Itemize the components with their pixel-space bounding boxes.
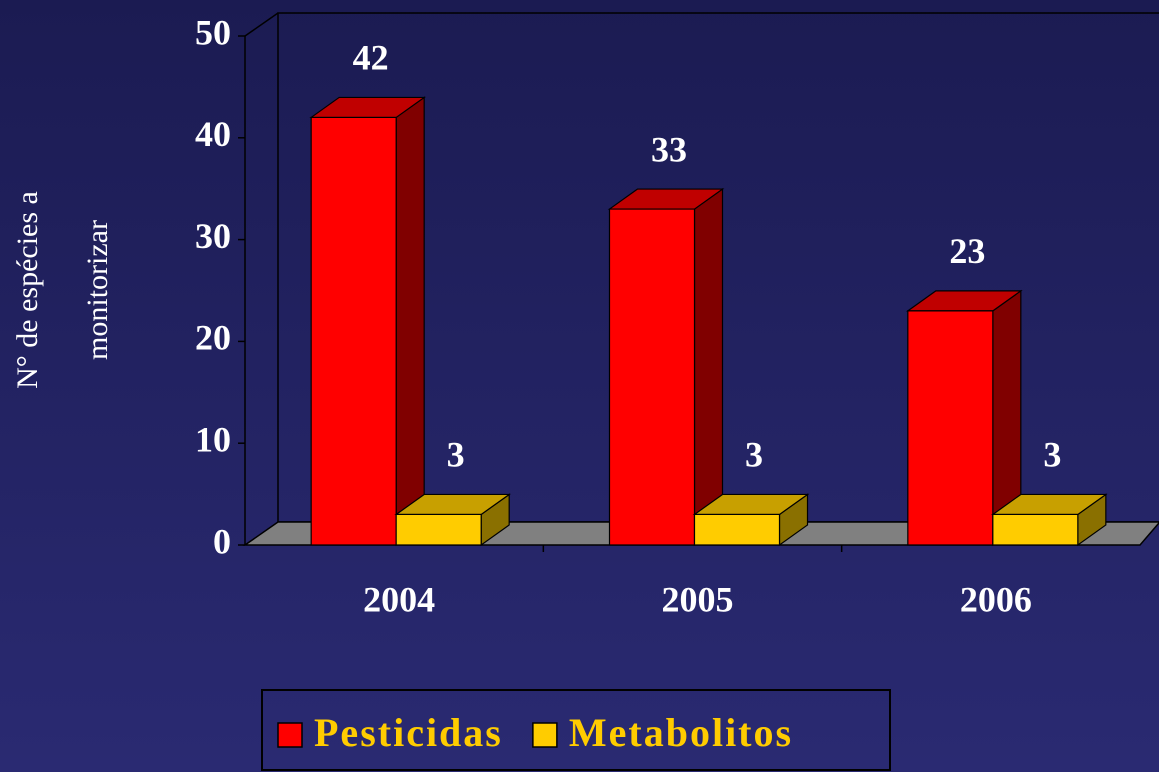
legend-label: Pesticidas	[314, 710, 503, 755]
y-tick-label: 10	[195, 419, 231, 459]
bar	[692, 493, 810, 547]
bar-front	[693, 513, 781, 546]
y-tick-label: 50	[195, 12, 231, 52]
y-tick-label: 40	[195, 114, 231, 154]
bar	[309, 96, 427, 547]
bar	[905, 289, 1023, 547]
x-tick-label: 2006	[960, 579, 1032, 619]
value-label: 3	[447, 435, 465, 475]
bar	[990, 493, 1108, 547]
bar-front	[395, 513, 482, 546]
back-wall	[277, 12, 1159, 523]
y-axis-title-line: N° de espécies a	[11, 191, 44, 389]
y-axis-title-line: monitorizar	[81, 220, 114, 360]
bar-front	[310, 116, 397, 546]
y-axis-title: N° de espécies a monitorizar	[11, 191, 114, 389]
legend-swatch	[532, 722, 558, 748]
x-tick-label: 2005	[662, 579, 734, 619]
value-label: 3	[745, 435, 763, 475]
bar-front	[907, 310, 994, 546]
value-label: 42	[353, 38, 389, 78]
y-tick-label: 20	[195, 318, 231, 358]
value-label: 33	[651, 129, 687, 169]
legend-box	[261, 689, 891, 771]
x-tick-label: 2004	[363, 579, 435, 619]
y-tick-label: 30	[195, 216, 231, 256]
value-label: 23	[949, 231, 985, 271]
bar	[607, 187, 725, 547]
y-axis	[244, 12, 279, 37]
legend-swatch	[277, 722, 303, 748]
bar-front	[608, 208, 696, 546]
bar-side	[395, 96, 425, 547]
bar-front	[992, 513, 1079, 546]
bar-side	[693, 187, 724, 547]
value-label: 3	[1043, 435, 1061, 475]
legend-label: Metabolitos	[569, 710, 793, 755]
y-tick-label: 0	[213, 521, 231, 561]
bar	[394, 493, 512, 547]
